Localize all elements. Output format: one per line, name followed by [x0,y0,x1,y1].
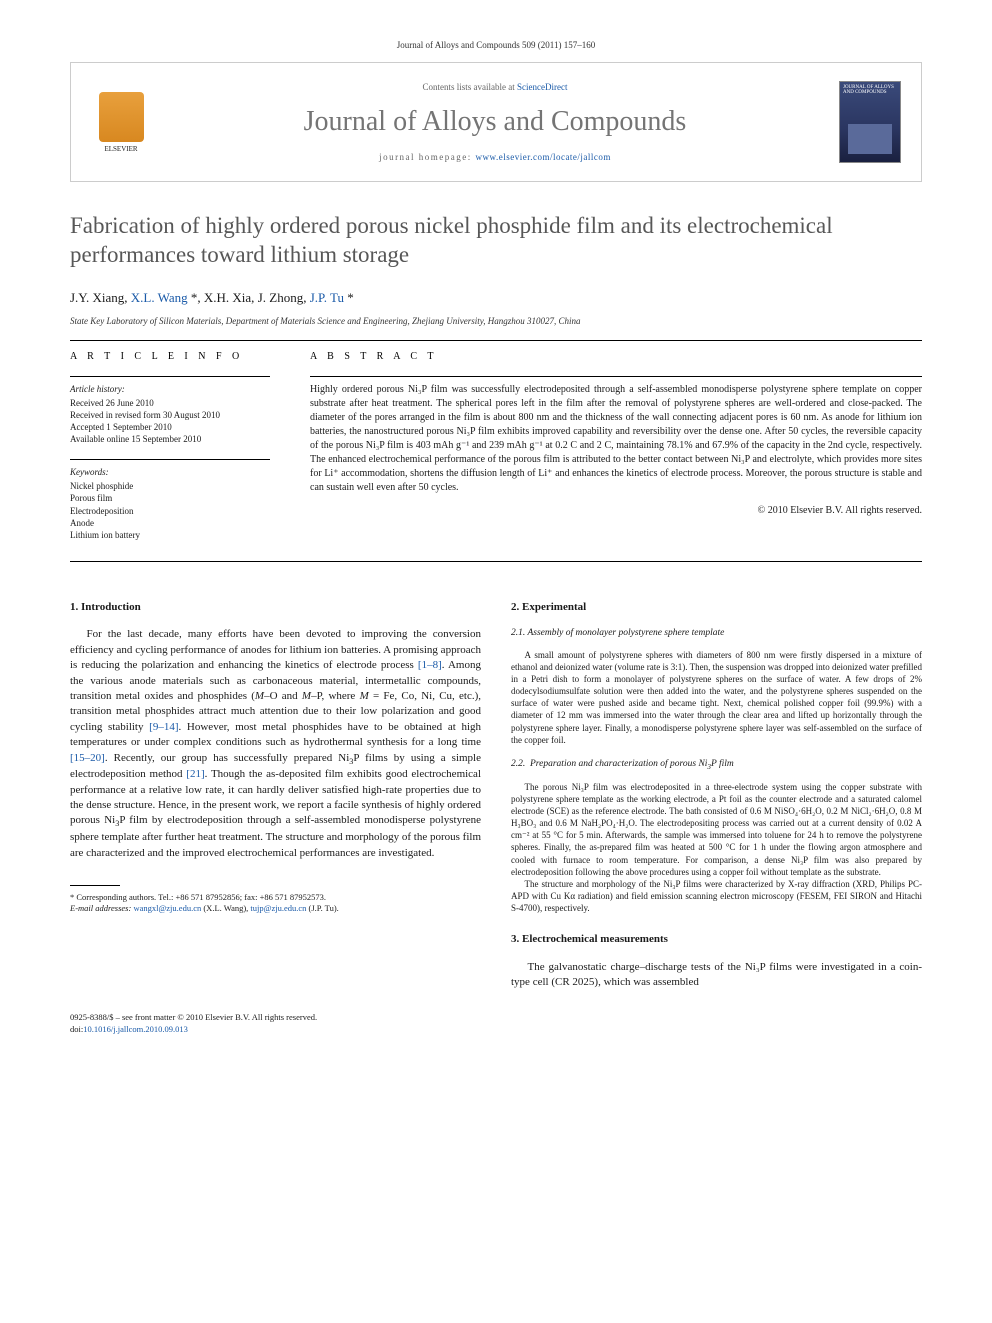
ref-link[interactable]: [21] [186,768,204,780]
right-column: 2. Experimental 2.1. Assembly of monolay… [511,590,922,990]
keyword: Porous film [70,492,270,504]
ref-link[interactable]: [15–20] [70,752,105,764]
received-date: Received 26 June 2010 [70,397,270,409]
affiliation: State Key Laboratory of Silicon Material… [70,316,922,326]
author-link[interactable]: X.L. Wang [131,290,188,305]
divider [70,340,922,341]
email-link[interactable]: wangxl@zju.edu.cn [133,903,201,913]
ref-link[interactable]: [9–14] [149,721,178,733]
author-link[interactable]: J.P. Tu [310,290,344,305]
publisher-name: ELSEVIER [104,145,137,153]
keyword: Nickel phosphide [70,480,270,492]
author: J.Y. Xiang, [70,290,131,305]
doi-line: doi:10.1016/j.jallcom.2010.09.013 [70,1024,922,1035]
corresponding-footnote: * Corresponding authors. Tel.: +86 571 8… [70,892,481,915]
ref-link[interactable]: [1–8] [418,659,442,671]
online-date: Available online 15 September 2010 [70,433,270,445]
sub22-paragraph2: The structure and morphology of the Ni₃P… [511,878,922,914]
info-abstract-row: A R T I C L E I N F O Article history: R… [70,351,922,556]
elsevier-tree-icon [99,92,144,142]
divider [70,376,270,377]
sub22-paragraph: The porous Ni₃P film was electrodeposite… [511,781,922,878]
cover-thumbnail: JOURNAL OF ALLOYS AND COMPOUNDS [839,81,901,163]
revised-date: Received in revised form 30 August 2010 [70,409,270,421]
keywords-block: Keywords: Nickel phosphide Porous film E… [70,466,270,541]
journal-title: Journal of Alloys and Compounds [171,106,819,138]
abstract-heading: A B S T R A C T [310,351,922,362]
divider [310,376,922,377]
abstract-column: A B S T R A C T Highly ordered porous Ni… [310,351,922,556]
author: J. Zhong, [258,290,310,305]
corr-mark: * [344,290,354,305]
accepted-date: Accepted 1 September 2010 [70,421,270,433]
doi-label: doi: [70,1024,83,1034]
divider [70,459,270,460]
intro-paragraph: For the last decade, many efforts have b… [70,627,481,861]
section-heading: 1. Introduction [70,600,481,615]
divider [70,561,922,562]
body-columns: 1. Introduction For the last decade, man… [70,590,922,990]
journal-center-block: Contents lists available at ScienceDirec… [171,82,819,162]
journal-header: ELSEVIER Contents lists available at Sci… [70,62,922,182]
electro-paragraph: The galvanostatic charge–discharge tests… [511,960,922,991]
email-label: E-mail addresses: [70,903,133,913]
homepage-link[interactable]: www.elsevier.com/locate/jallcom [476,152,611,162]
cover-label: JOURNAL OF ALLOYS AND COMPOUNDS [843,85,894,95]
abstract-copyright: © 2010 Elsevier B.V. All rights reserved… [310,505,922,516]
subsection-heading: 2.2. Preparation and characterization of… [511,758,922,773]
keyword: Anode [70,517,270,529]
email-link[interactable]: tujp@zju.edu.cn [250,903,306,913]
email-line: E-mail addresses: wangxl@zju.edu.cn (X.L… [70,903,481,914]
section-heading: 3. Electrochemical measurements [511,932,922,947]
contents-prefix: Contents lists available at [423,82,517,92]
keyword: Electrodeposition [70,505,270,517]
info-heading: A R T I C L E I N F O [70,351,270,362]
left-column: 1. Introduction For the last decade, man… [70,590,481,990]
email-who: (X.L. Wang), [201,903,250,913]
sub21-paragraph: A small amount of polystyrene spheres wi… [511,649,922,746]
corr-mark: *, [188,290,204,305]
doi-link[interactable]: 10.1016/j.jallcom.2010.09.013 [83,1024,188,1034]
authors-line: J.Y. Xiang, X.L. Wang *, X.H. Xia, J. Zh… [70,290,922,306]
footnote-separator [70,885,120,886]
history-block: Article history: Received 26 June 2010 R… [70,383,270,446]
article-info: A R T I C L E I N F O Article history: R… [70,351,270,556]
homepage-line: journal homepage: www.elsevier.com/locat… [171,152,819,162]
contents-line: Contents lists available at ScienceDirec… [171,82,819,92]
sciencedirect-link[interactable]: ScienceDirect [517,82,567,92]
keyword: Lithium ion battery [70,529,270,541]
abstract-text: Highly ordered porous Ni₃P film was succ… [310,383,922,495]
corr-line: * Corresponding authors. Tel.: +86 571 8… [70,892,481,903]
keywords-label: Keywords: [70,466,270,478]
page-footer: 0925-8388/$ – see front matter © 2010 El… [70,1012,922,1035]
subsection-heading: 2.1. Assembly of monolayer polystyrene s… [511,627,922,640]
history-label: Article history: [70,383,270,395]
elsevier-logo: ELSEVIER [91,87,151,157]
top-citation: Journal of Alloys and Compounds 509 (201… [70,40,922,50]
author: X.H. Xia, [204,290,258,305]
section-heading: 2. Experimental [511,600,922,615]
homepage-prefix: journal homepage: [379,152,475,162]
issn-line: 0925-8388/$ – see front matter © 2010 El… [70,1012,922,1023]
email-who: (J.P. Tu). [306,903,338,913]
article-title: Fabrication of highly ordered porous nic… [70,212,922,270]
